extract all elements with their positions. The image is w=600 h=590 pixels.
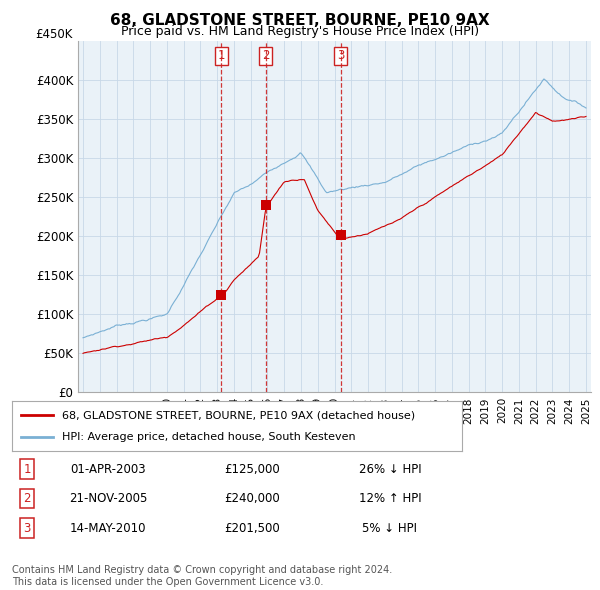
Text: 2: 2 xyxy=(262,49,269,62)
Text: £240,000: £240,000 xyxy=(224,492,280,505)
Text: 3: 3 xyxy=(337,49,344,62)
Text: 21-NOV-2005: 21-NOV-2005 xyxy=(69,492,147,505)
Text: Contains HM Land Registry data © Crown copyright and database right 2024.
This d: Contains HM Land Registry data © Crown c… xyxy=(12,565,392,587)
Text: 5% ↓ HPI: 5% ↓ HPI xyxy=(362,522,418,535)
Text: 26% ↓ HPI: 26% ↓ HPI xyxy=(359,463,421,476)
Text: 2: 2 xyxy=(23,492,31,505)
Text: 01-APR-2003: 01-APR-2003 xyxy=(70,463,146,476)
Text: HPI: Average price, detached house, South Kesteven: HPI: Average price, detached house, Sout… xyxy=(62,432,355,442)
Text: 1: 1 xyxy=(23,463,31,476)
Text: £450K: £450K xyxy=(35,28,73,41)
Text: £125,000: £125,000 xyxy=(224,463,280,476)
Text: 68, GLADSTONE STREET, BOURNE, PE10 9AX (detached house): 68, GLADSTONE STREET, BOURNE, PE10 9AX (… xyxy=(62,410,415,420)
Text: 68, GLADSTONE STREET, BOURNE, PE10 9AX: 68, GLADSTONE STREET, BOURNE, PE10 9AX xyxy=(110,13,490,28)
Text: 14-MAY-2010: 14-MAY-2010 xyxy=(70,522,146,535)
Text: Price paid vs. HM Land Registry's House Price Index (HPI): Price paid vs. HM Land Registry's House … xyxy=(121,25,479,38)
Text: 1: 1 xyxy=(218,49,225,62)
Text: £201,500: £201,500 xyxy=(224,522,280,535)
Text: 12% ↑ HPI: 12% ↑ HPI xyxy=(359,492,421,505)
Text: 3: 3 xyxy=(23,522,31,535)
